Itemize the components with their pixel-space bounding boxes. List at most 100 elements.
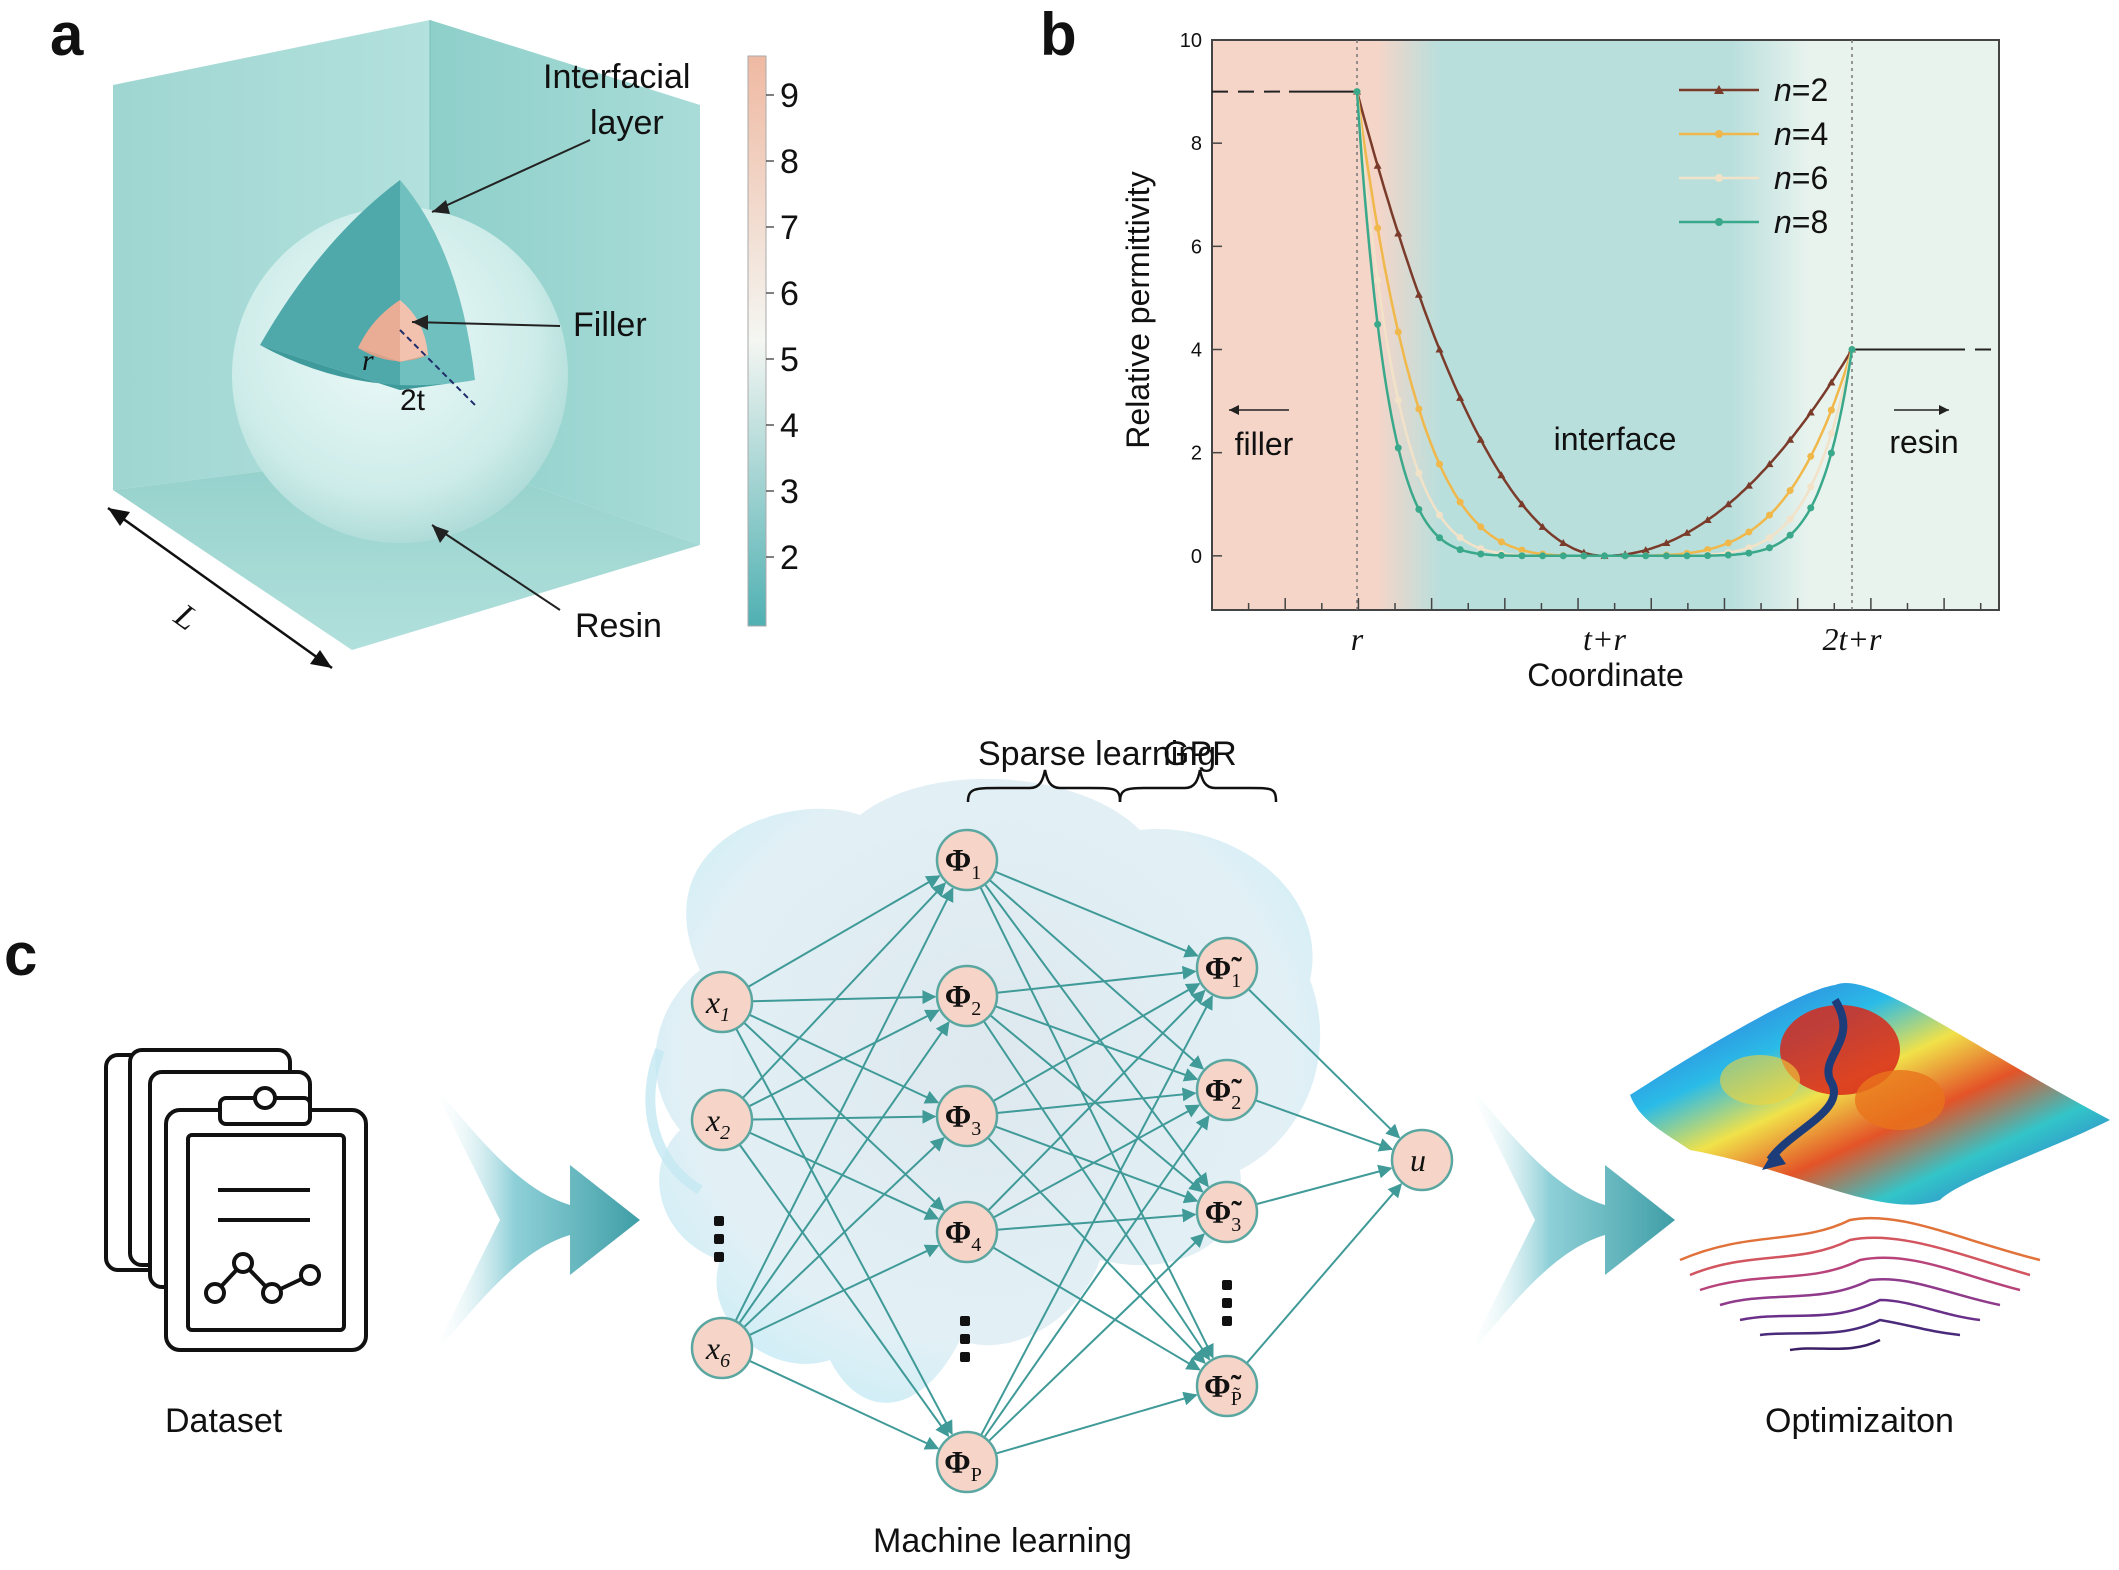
series-point-n=8 <box>1642 552 1650 560</box>
series-point-n=4 <box>1745 528 1753 536</box>
ellipsis-hidden2 <box>1222 1280 1232 1326</box>
cube-floor <box>113 450 700 650</box>
series-point-n=4 <box>1374 224 1382 232</box>
series-point-n=2 <box>1744 481 1753 489</box>
panel-letter-b: b <box>1040 1 1077 68</box>
series-point-n=4 <box>1477 523 1485 531</box>
series-point-n=8 <box>1539 552 1547 560</box>
y-tick-label: 6 <box>1191 236 1202 258</box>
series-point-n=4 <box>1766 511 1773 519</box>
edge-input-hidden1 <box>748 1244 940 1337</box>
series-point-n=8 <box>1394 444 1402 452</box>
region-label-interface: interface <box>1554 421 1677 457</box>
series-point-n=6 <box>1477 545 1485 553</box>
series-point-n=6 <box>1786 515 1794 523</box>
colorbar-tick-label: 5 <box>780 341 799 379</box>
edge-hidden2-output <box>1247 988 1401 1139</box>
ml-workflow-diagram: Sparse learning GPR x1 x2 x6 Φ1 Φ2 Φ3 Φ4 ΦP Φ̃1 Φ… <box>104 735 2110 1560</box>
svg-text:Φ2: Φ2 <box>945 978 982 1020</box>
series-point-n=2 <box>1373 161 1382 169</box>
edge-input-hidden1 <box>738 1021 950 1324</box>
series-point-n=2 <box>1641 546 1650 554</box>
series-point-n=6 <box>1415 469 1423 477</box>
edge-hidden1-hidden2 <box>992 1104 1201 1219</box>
svg-text:x6: x6 <box>705 1330 730 1372</box>
edge-input-hidden1 <box>751 1109 937 1124</box>
series-point-n=6 <box>1456 534 1464 542</box>
series-point-n=2 <box>1497 471 1506 479</box>
edge-input-hidden1 <box>743 1137 945 1329</box>
edge-hidden1-hidden2 <box>988 879 1205 1070</box>
series-point-n=2 <box>1703 516 1712 524</box>
panel-a-schematic: r 2t L 9 8 7 6 5 4 3 2 <box>107 20 799 670</box>
series-point-n=4 <box>1518 546 1526 554</box>
series-point-n=2 <box>1456 393 1465 401</box>
series-point-n=2 <box>1765 460 1774 468</box>
colorbar-tick-label: 9 <box>780 77 799 115</box>
y-tick-label: 8 <box>1191 133 1202 155</box>
output-node-u: u <box>1390 1128 1454 1192</box>
brace-gpr <box>1118 769 1278 803</box>
edge-hidden1-hidden2 <box>996 965 1197 994</box>
x-tick-label: r <box>1351 621 1364 657</box>
brace-sparse <box>966 769 1122 803</box>
series-point-n=2 <box>1683 528 1691 536</box>
series-point-n=6 <box>1436 511 1443 519</box>
colorbar-ticks: 9 8 7 6 5 4 3 2 <box>766 77 799 577</box>
label-L: L <box>167 597 205 639</box>
network-edges <box>734 870 1403 1455</box>
edge-hidden1-hidden2 <box>992 982 1201 1103</box>
series-point-n=8 <box>1827 449 1835 457</box>
y-axis-label: Relative permittivity <box>1120 171 1156 448</box>
svg-text:x1: x1 <box>705 984 730 1026</box>
edge-input-hidden1 <box>751 990 937 1005</box>
series-point-n=8 <box>1601 552 1608 560</box>
phi-node-4: Φ4 <box>935 1200 999 1264</box>
edge-hidden1-hidden2 <box>996 1208 1197 1231</box>
colorbar-tick-label: 3 <box>780 473 799 511</box>
series-point-n=2 <box>1786 435 1795 443</box>
svg-text:Φ4: Φ4 <box>945 1214 982 1256</box>
series-point-n=4 <box>1827 406 1835 414</box>
series-point-n=2 <box>1394 229 1403 237</box>
edge-hidden1-hidden2 <box>992 1246 1201 1371</box>
legend-label: n=6 <box>1774 160 1828 196</box>
dataset-label: Dataset <box>165 1402 283 1440</box>
series-point-n=6 <box>1827 429 1835 437</box>
phi-tilde-node-2: Φ̃2 <box>1195 1058 1259 1122</box>
svg-text:Φ1: Φ1 <box>945 842 982 884</box>
edge-hidden2-output <box>1254 1099 1394 1152</box>
chart-background <box>1212 40 1999 610</box>
series-point-n=8 <box>1415 505 1423 513</box>
permittivity-chart: 0 2 4 6 8 10 r t+r 2t+r Coordinate Relative permit… <box>1120 30 2000 693</box>
edge-hidden1-hidden2 <box>995 1391 1198 1455</box>
svg-text:x2: x2 <box>705 1102 730 1144</box>
series-point-n=2 <box>1476 435 1485 443</box>
series-point-n=4 <box>1436 460 1443 468</box>
phi-node-2: Φ2 <box>935 964 999 1028</box>
label-2t: 2t <box>400 384 426 417</box>
phi-tilde-node-3: Φ̃3 <box>1195 1180 1259 1244</box>
edge-input-hidden1 <box>743 1021 945 1212</box>
series-point-n=6 <box>1766 534 1773 542</box>
series-point-n=4 <box>1704 546 1712 554</box>
edge-hidden1-hidden2 <box>994 870 1199 958</box>
series-point-n=8 <box>1745 549 1753 557</box>
series-point-n=4 <box>1724 539 1732 547</box>
series-point-n=4 <box>1456 498 1464 506</box>
legend-label: n=4 <box>1774 116 1828 152</box>
edge-input-hidden1 <box>748 1009 940 1108</box>
edge-input-hidden1 <box>747 875 941 988</box>
colorbar-tick-label: 2 <box>780 539 799 577</box>
dataset-clipboard-icon <box>104 1048 368 1352</box>
series-point-n=8 <box>1353 88 1361 96</box>
phi-tilde-node-1: Φ̃1 <box>1195 936 1259 1000</box>
series-point-n=2 <box>1724 500 1733 508</box>
edge-hidden1-hidden2 <box>994 1125 1199 1204</box>
edge-hidden2-output <box>1245 1183 1403 1364</box>
series-point-n=8 <box>1559 552 1567 560</box>
series-point-n=8 <box>1786 531 1794 539</box>
sparse-learning-label: Sparse learning <box>978 735 1216 773</box>
ellipsis-inputs <box>714 1216 724 1262</box>
series-point-n=8 <box>1518 552 1526 560</box>
